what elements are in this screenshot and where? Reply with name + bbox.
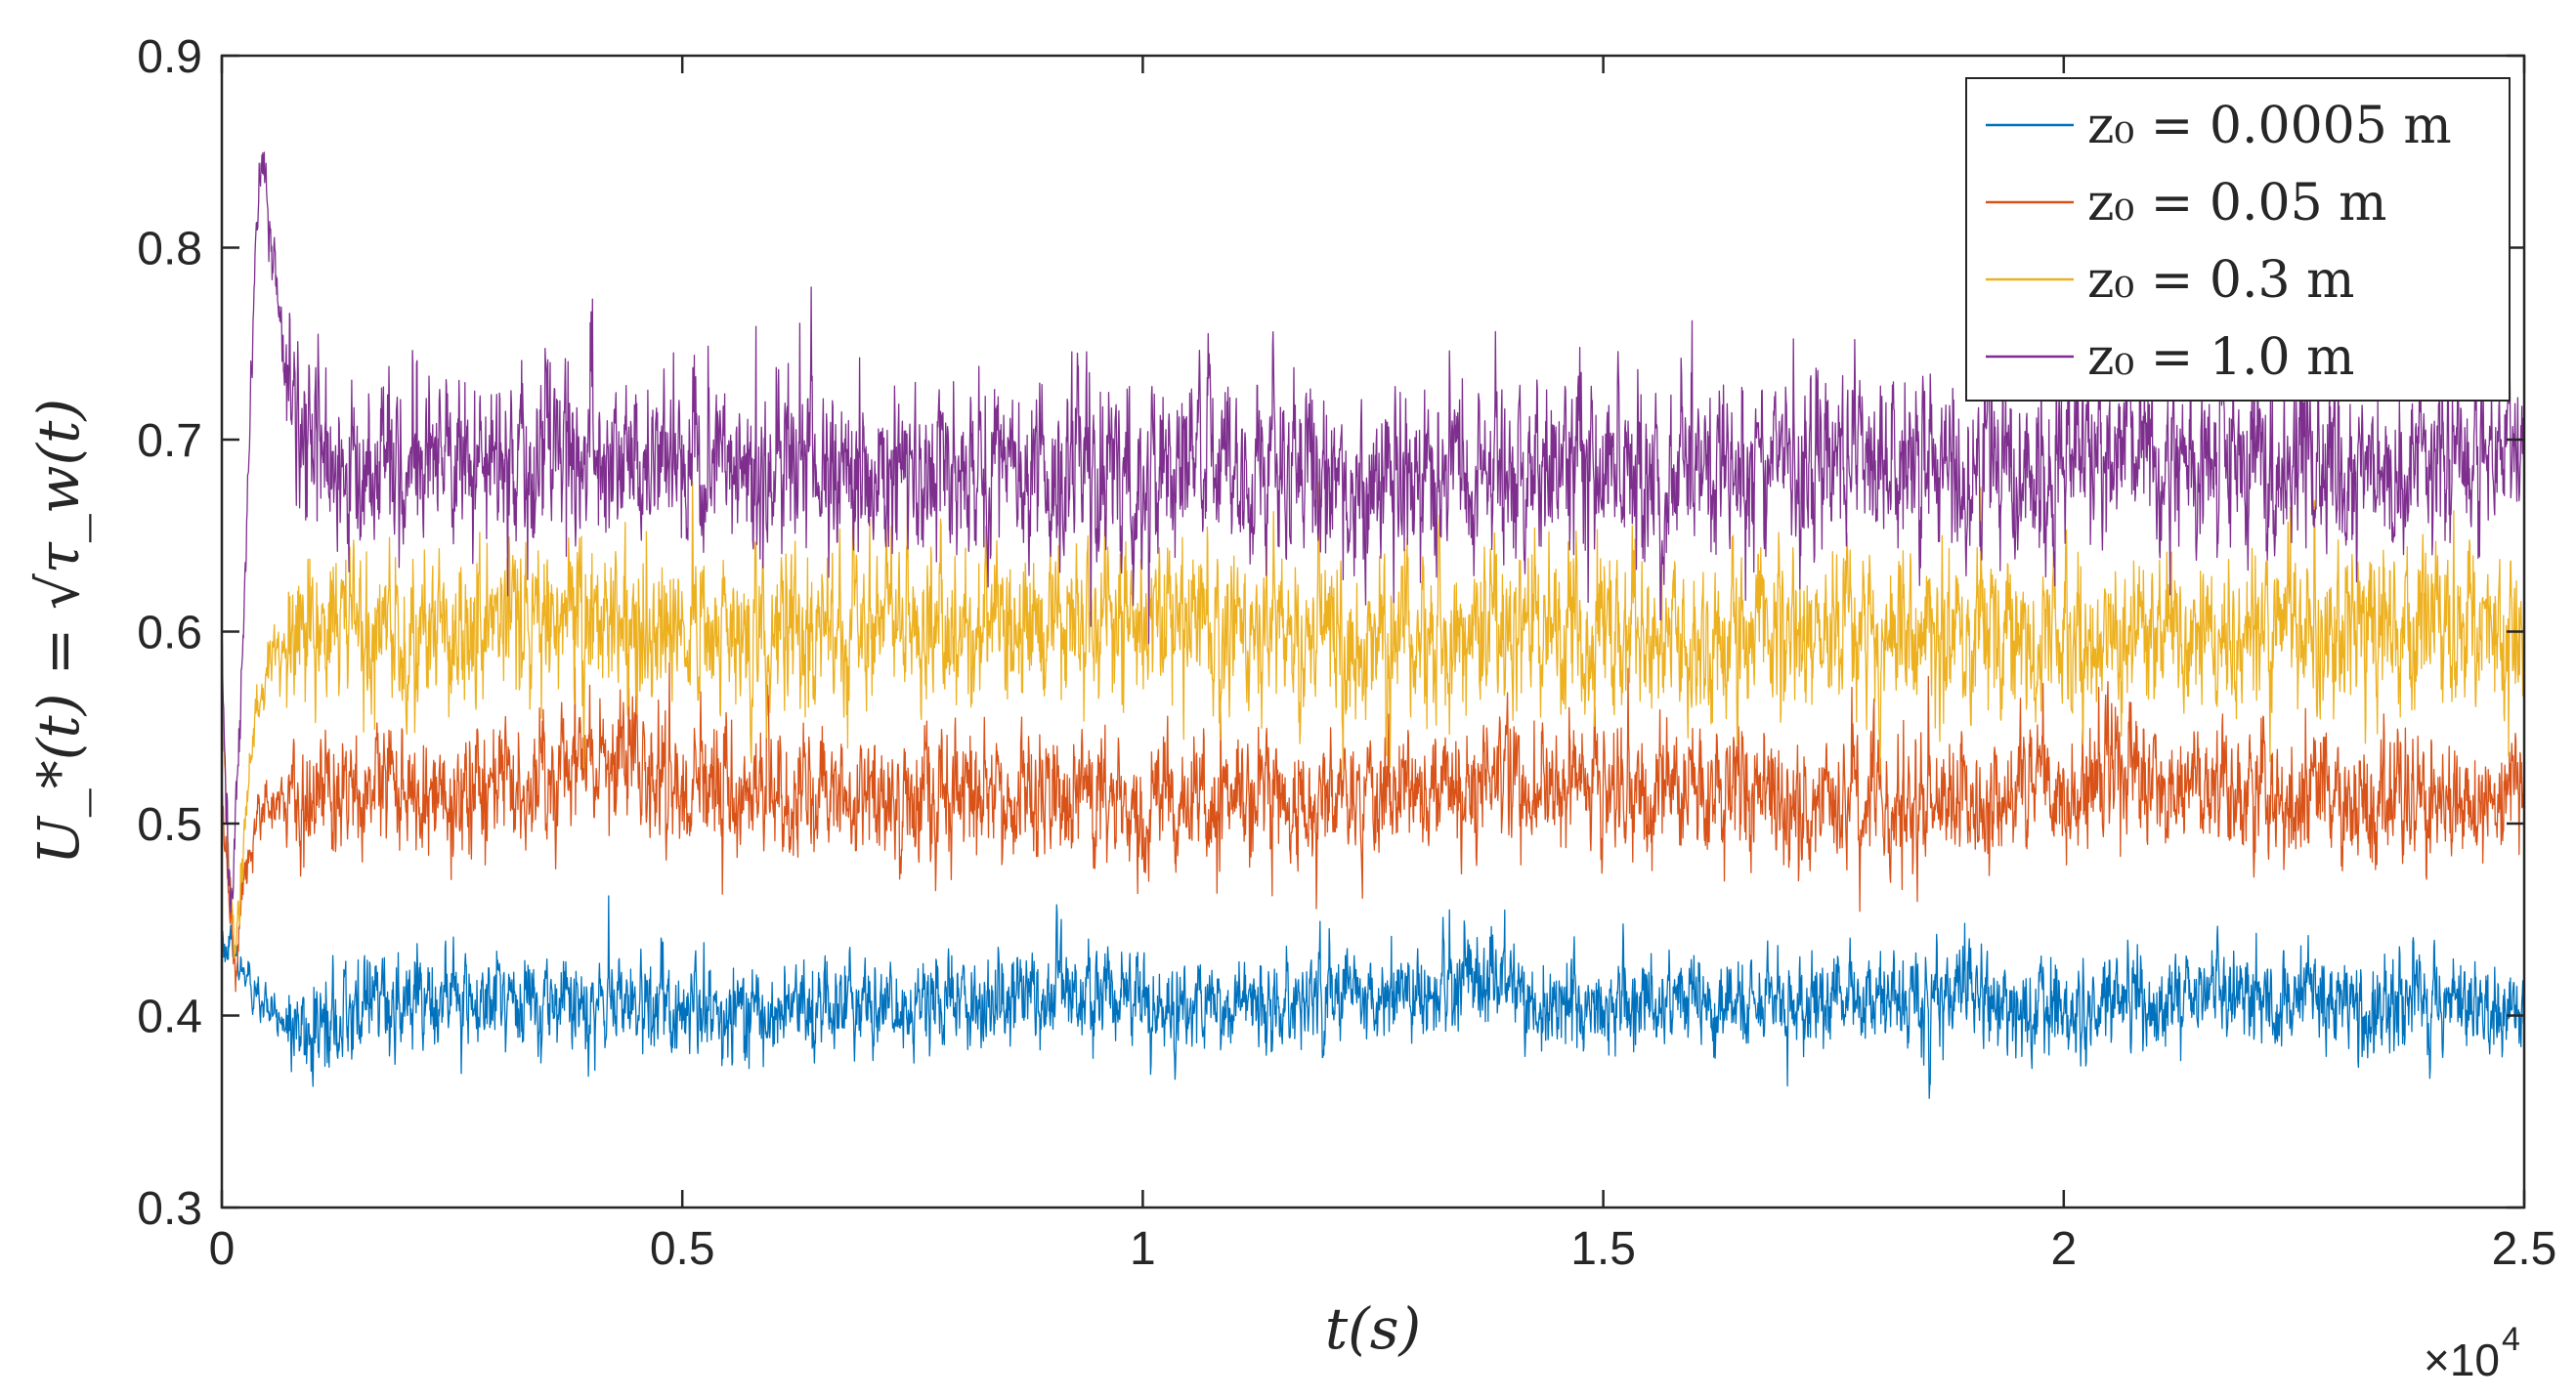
x-tick-label: 1.5 — [1570, 1223, 1636, 1275]
series-line-3 — [221, 481, 2525, 959]
series-layer — [221, 151, 2525, 1099]
x-axis-title: t(s) — [1325, 1295, 1421, 1362]
x-tick-label: 1 — [1130, 1223, 1156, 1275]
ticks-layer — [220, 54, 2526, 1209]
legend-label-3: z₀ = 0.3 m — [2087, 251, 2354, 310]
legend-box — [1965, 77, 2511, 402]
tick-labels-layer: 0 0.5 1 1.5 2 2.5 0.3 0.4 0.5 0.6 0.7 0.8 0.9 — [137, 31, 2556, 1275]
legend-items: z₀ = 0.0005 m z₀ = 0.05 m z₀ = 0.3 m z₀ = 1… — [1986, 97, 2452, 387]
y-tick-label: 0.7 — [137, 415, 202, 467]
y-tick-label: 0.5 — [137, 799, 202, 851]
y-tick-label: 0.4 — [137, 992, 202, 1043]
legend-label-4: z₀ = 1.0 m — [2087, 328, 2354, 387]
x-tick-label: 2 — [2050, 1223, 2077, 1275]
legend: z₀ = 0.0005 m z₀ = 0.05 m z₀ = 0.3 m z₀ = 1… — [1965, 77, 2511, 402]
series-line-2 — [221, 661, 2525, 993]
x-tick-label: 0.5 — [650, 1223, 715, 1275]
x-tick-label: 0 — [209, 1223, 236, 1275]
y-tick-label: 0.9 — [137, 31, 202, 83]
x-exponent-power: 4 — [2502, 1321, 2520, 1358]
y-tick-label: 0.8 — [137, 224, 202, 276]
x-exponent-base: ×10 — [2424, 1335, 2500, 1385]
y-axis-title: U_*(t) = √τ_w(t) — [25, 399, 92, 865]
legend-label-1: z₀ = 0.0005 m — [2087, 97, 2452, 155]
series-line-1 — [221, 895, 2525, 1099]
plot-area — [221, 151, 2525, 1099]
legend-label-2: z₀ = 0.05 m — [2087, 174, 2387, 233]
y-tick-label: 0.3 — [137, 1183, 202, 1235]
x-axis-exponent: ×10 4 — [2424, 1321, 2520, 1385]
x-tick-label: 2.5 — [2492, 1223, 2557, 1275]
y-tick-label: 0.6 — [137, 608, 202, 659]
